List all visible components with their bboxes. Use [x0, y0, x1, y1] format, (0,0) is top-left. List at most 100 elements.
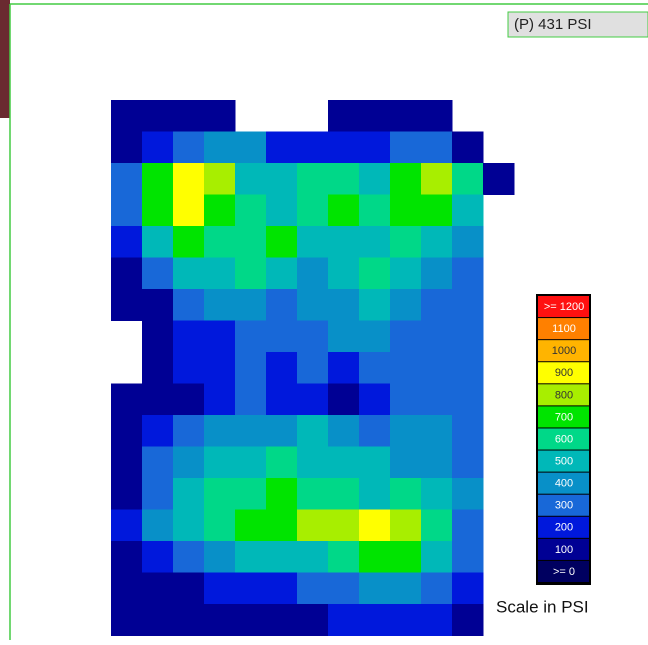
- pressure-cell: [266, 194, 298, 227]
- pressure-cell: [235, 415, 267, 447]
- pressure-cell: [266, 131, 298, 164]
- pressure-cell: [204, 383, 236, 416]
- pressure-cell: [328, 100, 360, 132]
- pressure-cell: [204, 478, 236, 510]
- pressure-cell: [204, 572, 236, 605]
- pressure-cell: [173, 383, 205, 416]
- pressure-cell: [452, 478, 484, 510]
- pressure-cell: [359, 446, 391, 479]
- pressure-cell: [173, 541, 205, 573]
- pressure-cell: [390, 194, 422, 227]
- pressure-cell: [142, 100, 174, 132]
- pressure-cell: [235, 257, 267, 290]
- scale-label: 800: [555, 389, 573, 401]
- pressure-cell: [297, 131, 329, 164]
- pressure-cell: [142, 131, 174, 164]
- pressure-cell: [111, 509, 143, 542]
- pressure-cell: [421, 478, 453, 510]
- pressure-cell: [235, 289, 267, 321]
- pressure-cell: [390, 572, 422, 605]
- pressure-cell: [111, 163, 143, 195]
- pressure-cell: [452, 415, 484, 447]
- pressure-cell: [390, 383, 422, 416]
- pressure-cell: [142, 163, 174, 195]
- scale-label: 200: [555, 522, 573, 534]
- pressure-cell: [421, 320, 453, 353]
- pressure-cell: [142, 446, 174, 479]
- pressure-cell: [421, 289, 453, 321]
- pressure-cell: [173, 509, 205, 542]
- pressure-cell: [297, 572, 329, 605]
- pressure-cell: [328, 194, 360, 227]
- pressure-cell: [266, 446, 298, 479]
- pressure-cell: [452, 257, 484, 290]
- scale-swatch: [538, 494, 589, 516]
- pressure-cell: [359, 131, 391, 164]
- pressure-cell: [452, 572, 484, 605]
- pressure-cell: [421, 257, 453, 290]
- pressure-cell: [297, 509, 329, 542]
- pressure-cell: [328, 446, 360, 479]
- pressure-cell: [390, 541, 422, 573]
- pressure-cell: [328, 415, 360, 447]
- pressure-cell: [359, 194, 391, 227]
- pressure-cell: [390, 509, 422, 542]
- pressure-cell: [328, 352, 360, 384]
- pressure-cell: [204, 541, 236, 573]
- pressure-cell: [266, 163, 298, 195]
- reading: (P) 431 PSI: [514, 16, 592, 33]
- scale-label: 1000: [552, 345, 576, 357]
- pressure-cell: [204, 320, 236, 353]
- pressure-cell: [173, 289, 205, 321]
- pressure-cell: [142, 572, 174, 605]
- pressure-cell: [266, 415, 298, 447]
- pressure-cell: [328, 383, 360, 416]
- pressure-cell: [452, 352, 484, 384]
- scale-label: 1100: [552, 323, 576, 335]
- scale-swatch: [538, 318, 589, 340]
- pressure-cell: [235, 163, 267, 195]
- pressure-cell: [452, 163, 484, 195]
- pressure-cell: [297, 604, 329, 636]
- pressure-cell: [390, 604, 422, 636]
- pressure-cell: [297, 194, 329, 227]
- pressure-cell: [452, 194, 484, 227]
- pressure-cell: [359, 572, 391, 605]
- pressure-cell: [421, 541, 453, 573]
- pressure-cell: [235, 604, 267, 636]
- pressure-cell: [142, 415, 174, 447]
- pressure-cell: [328, 320, 360, 353]
- pressure-cell: [173, 415, 205, 447]
- pressure-cell: [111, 100, 143, 132]
- pressure-cell: [390, 352, 422, 384]
- reading-box: [507, 11, 648, 38]
- scale-swatch: [538, 472, 589, 494]
- scale-label: 300: [555, 500, 573, 512]
- pressure-cell: [390, 131, 422, 164]
- pressure-cell: [173, 226, 205, 258]
- pressure-cell: [297, 415, 329, 447]
- scale-label: 700: [555, 411, 573, 423]
- pressure-cell: [421, 415, 453, 447]
- pressure-cell: [111, 257, 143, 290]
- pressure-cell: [390, 415, 422, 447]
- pressure-cell: [359, 383, 391, 416]
- pressure-cell: [297, 163, 329, 195]
- pressure-cell: [111, 572, 143, 605]
- pressure-cell: [328, 572, 360, 605]
- scale-label: 900: [555, 367, 573, 379]
- pressure-cell: [266, 604, 298, 636]
- pressure-cell: [204, 100, 236, 132]
- pressure-cell: [266, 257, 298, 290]
- pressure-cell: [328, 131, 360, 164]
- pressure-cell: [142, 478, 174, 510]
- pressure-cell: [328, 478, 360, 510]
- pressure-cell: [297, 446, 329, 479]
- pressure-cell: [173, 100, 205, 132]
- scale-swatch: [538, 362, 589, 384]
- scale-label: 400: [555, 478, 573, 490]
- pressure-cell: [173, 446, 205, 479]
- pressure-cell: [111, 478, 143, 510]
- pressure-cell: [235, 226, 267, 258]
- pressure-cell: [390, 257, 422, 290]
